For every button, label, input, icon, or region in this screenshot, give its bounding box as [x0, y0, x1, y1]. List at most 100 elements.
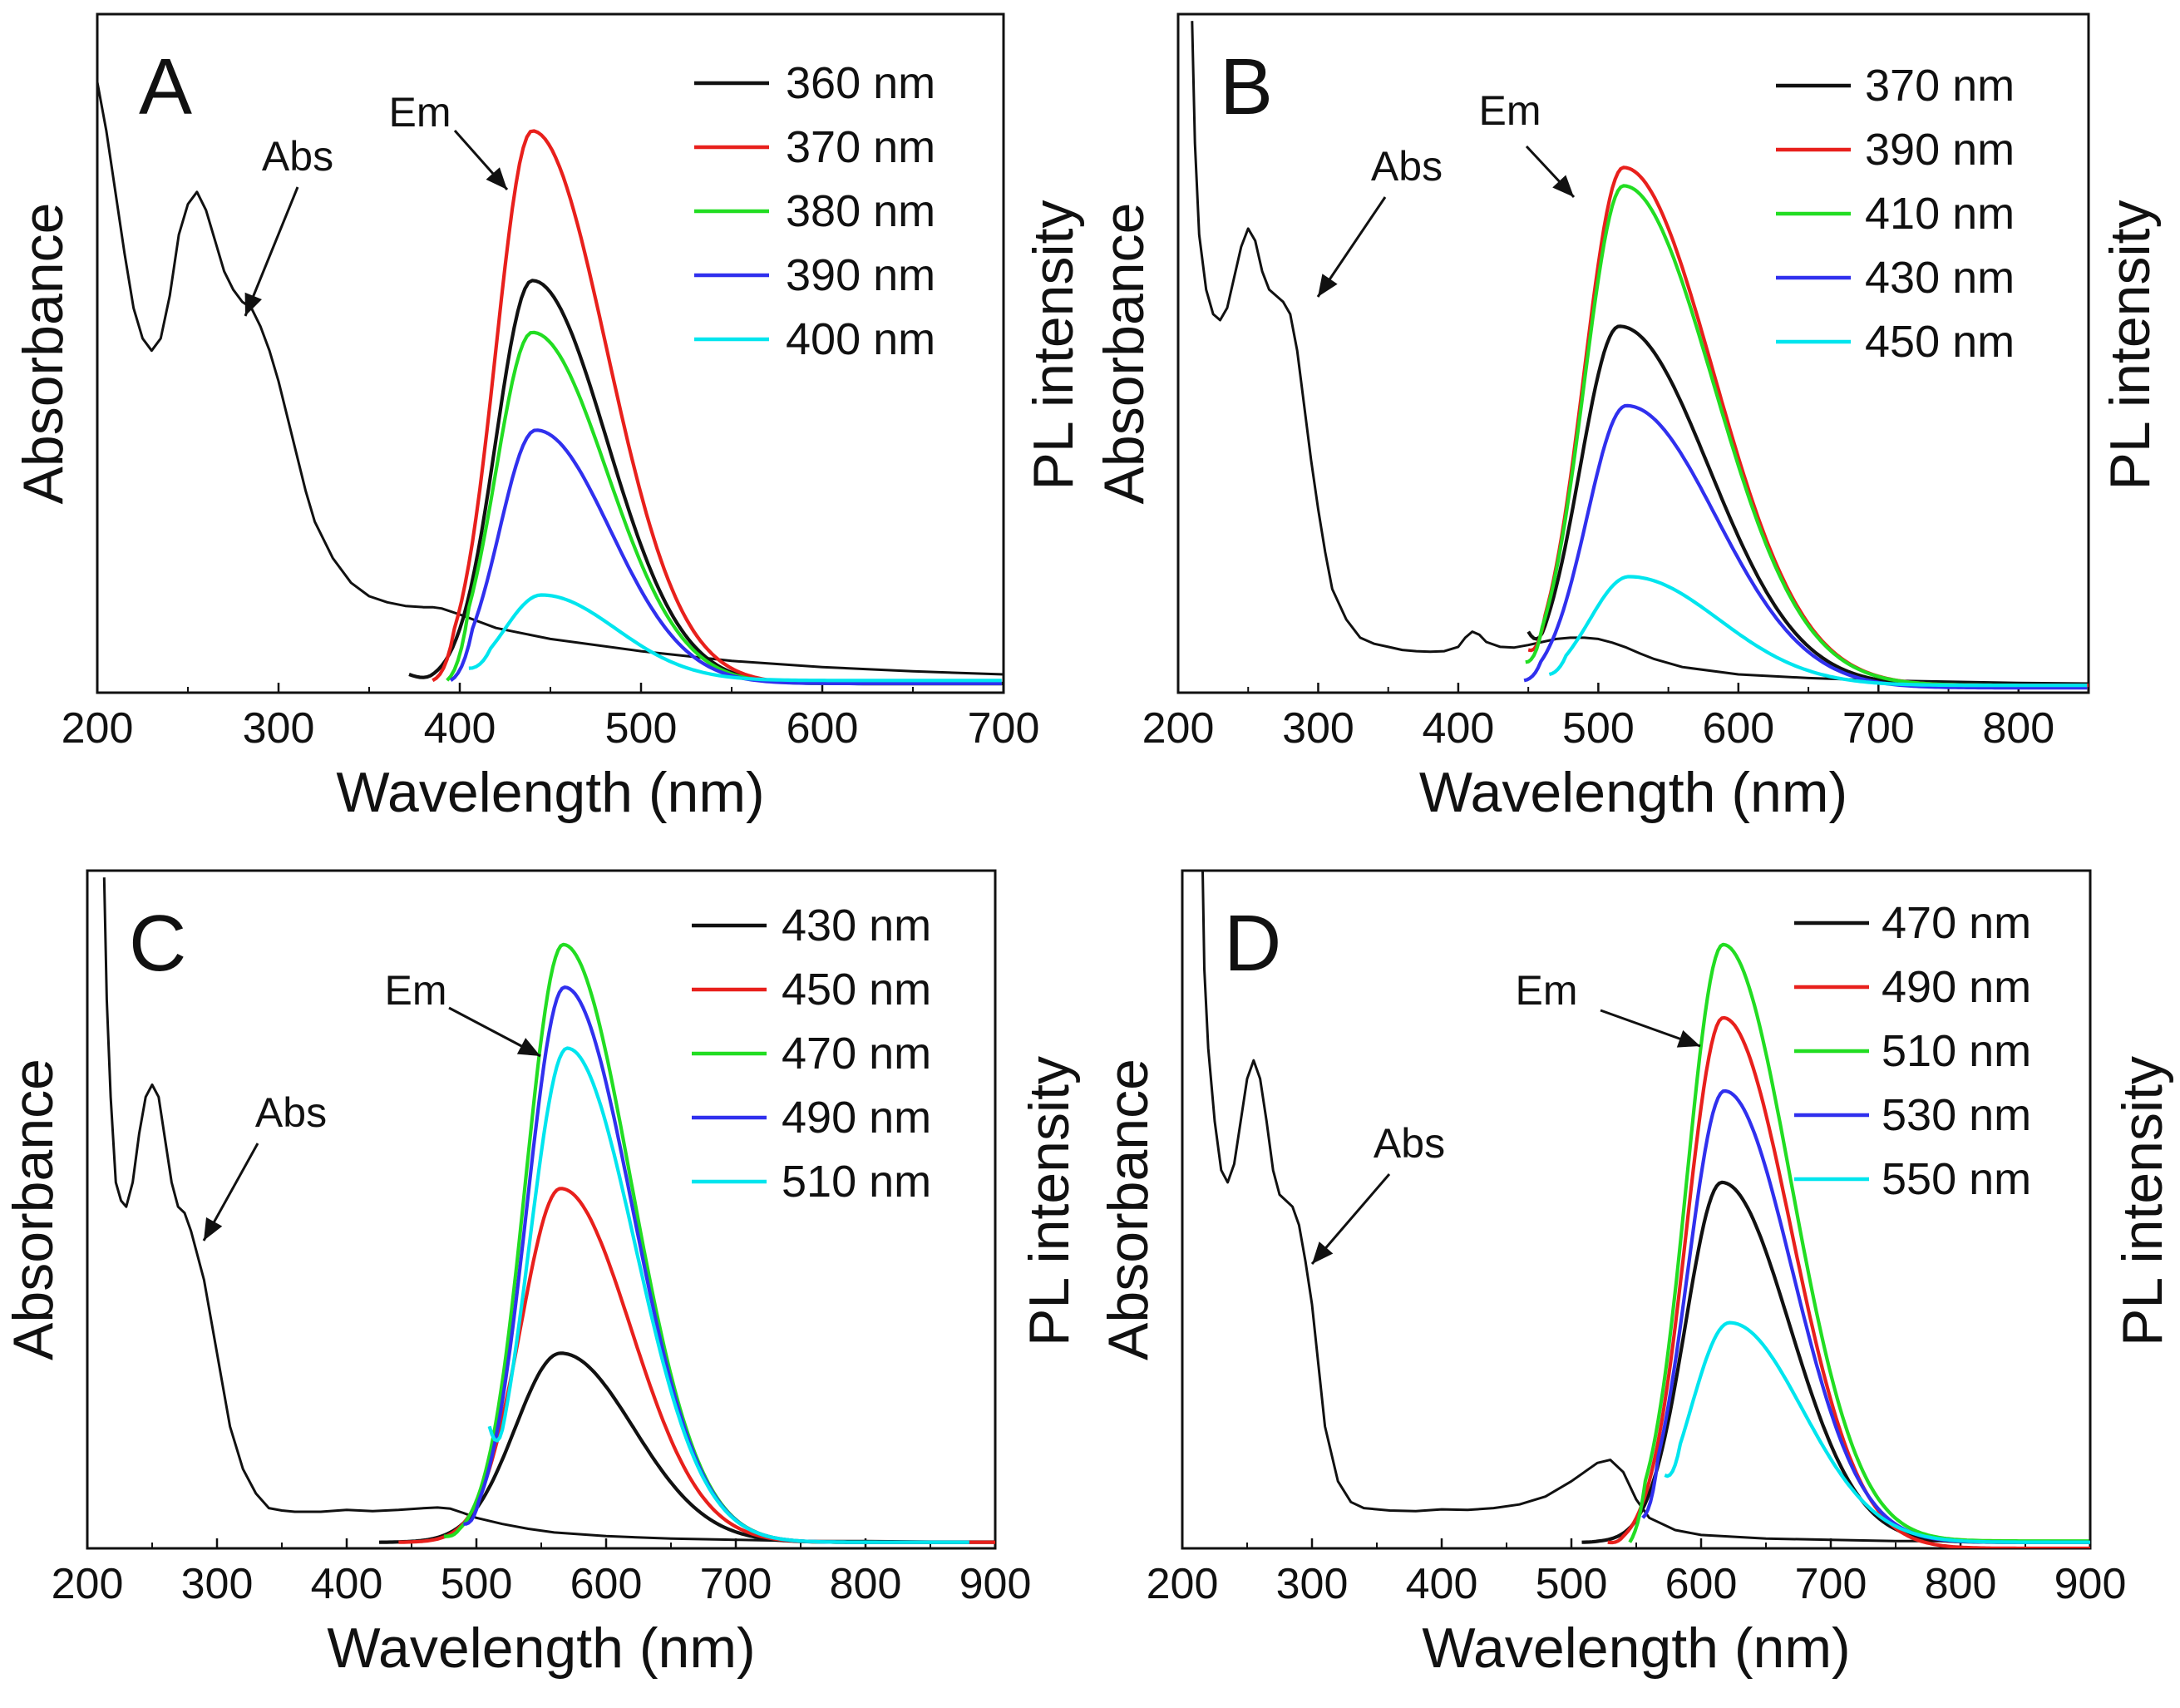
panel-a: 200 300 400 500 600 700 Wavelength (nm) Absorba…: [12, 12, 1085, 824]
x-tick-label: 600: [1665, 1560, 1738, 1608]
y-axis-label-left: Absorbance: [1092, 203, 1156, 505]
plot-frame: [1176, 12, 2090, 694]
legend-label: 490 nm: [1882, 962, 2031, 1012]
legend-label: 370 nm: [786, 122, 935, 172]
absorbance-curve: [102, 877, 995, 1543]
plot-area: [97, 81, 1004, 686]
x-tick-label: 300: [1282, 704, 1354, 753]
legend-label: 450 nm: [782, 965, 931, 1014]
x-tick-label: 700: [700, 1560, 772, 1608]
x-tick-label: 400: [424, 704, 496, 753]
x-tick-label: 500: [1536, 1560, 1608, 1608]
panel-label: B: [1220, 42, 1273, 131]
legend-label: 380 nm: [786, 186, 935, 236]
legend: 430 nm 450 nm 470 nm 490 nm 510 nm: [692, 901, 931, 1207]
panel-label: A: [139, 42, 192, 131]
plot-area: [102, 877, 995, 1544]
legend-label: 430 nm: [782, 901, 931, 950]
x-tick-label: 700: [1795, 1560, 1867, 1608]
legend: 360 nm 370 nm 380 nm 390 nm 400 nm: [694, 58, 935, 364]
emission-curve-510-nm: [487, 1046, 969, 1544]
annotation-abs: Abs: [1374, 1120, 1445, 1167]
legend-label: 400 nm: [786, 314, 935, 364]
y-axis-label-left: Absorbance: [12, 203, 75, 505]
x-tick-label: 500: [1562, 704, 1635, 753]
x-tick-label: 900: [2054, 1560, 2127, 1608]
x-tick-label: 800: [830, 1560, 902, 1608]
legend-label: 370 nm: [1865, 61, 2015, 111]
x-tick-label: 400: [1423, 704, 1495, 753]
annotation-arrow-head: [204, 1217, 223, 1241]
x-tick-label: 500: [441, 1560, 513, 1608]
panel-c: 200 300 400 500 600 700 800 900 Wavelength (nm) A…: [2, 869, 1081, 1680]
x-tick-label: 200: [1142, 704, 1215, 753]
emission-curve-490-nm: [1607, 1015, 2090, 1548]
y-axis-label-right: PL intensity: [1022, 200, 1085, 491]
x-axis-label: Wavelength (nm): [1419, 761, 1847, 824]
legend-label: 430 nm: [1865, 253, 2015, 303]
legend-label: 410 nm: [1865, 189, 2015, 239]
x-tick-label: 500: [605, 704, 678, 753]
x-tick-label: 600: [570, 1560, 643, 1608]
annotation-em: Em: [385, 967, 447, 1014]
legend-label: 390 nm: [1865, 125, 2015, 175]
annotation-arrow-head: [1552, 175, 1574, 197]
y-axis-label-right: PL intensity: [2111, 1056, 2174, 1346]
legend: 470 nm 490 nm 510 nm 530 nm 550 nm: [1794, 898, 2031, 1204]
x-tick-label: 900: [959, 1560, 1032, 1608]
annotation-abs: Abs: [262, 133, 333, 180]
legend-label: 550 nm: [1882, 1154, 2031, 1204]
annotation-abs: Abs: [255, 1089, 327, 1136]
annotation-arrow-head: [1312, 1242, 1334, 1264]
panel-label: D: [1224, 899, 1281, 988]
emission-curve-430-nm: [1523, 403, 2088, 690]
x-tick-label: 600: [1702, 704, 1774, 753]
panel-d: 200 300 400 500 600 700 800 900 Wavelength (nm) A…: [1097, 869, 2174, 1680]
x-tick-label: 400: [311, 1560, 383, 1608]
x-tick-label: 300: [1276, 1560, 1349, 1608]
x-tick-label: 800: [1982, 704, 2054, 753]
x-tick-label: 700: [1842, 704, 1915, 753]
plot-area: [1191, 21, 2089, 690]
legend-label: 450 nm: [1865, 317, 2015, 367]
y-axis-label-right: PL intensity: [2099, 200, 2162, 491]
x-tick-label: 400: [1406, 1560, 1478, 1608]
legend-label: 470 nm: [1882, 898, 2031, 948]
emission-curve-400-nm: [468, 593, 1002, 683]
annotation-abs: Abs: [1371, 143, 1443, 190]
x-tick-label: 700: [968, 704, 1040, 753]
legend: 370 nm 390 nm 410 nm 430 nm 450 nm: [1776, 61, 2015, 367]
legend-label: 490 nm: [782, 1093, 931, 1143]
y-axis-label-right: PL intensity: [1018, 1056, 1081, 1346]
legend-label: 470 nm: [782, 1029, 931, 1079]
annotation-arrow-head: [1318, 274, 1338, 297]
absorbance-curve: [97, 81, 1004, 676]
annotation-arrow-head: [244, 292, 262, 316]
emission-curve-390-nm: [449, 428, 1002, 686]
panel-label: C: [129, 899, 186, 988]
annotation-em: Em: [1479, 87, 1541, 134]
annotation-arrow-head: [516, 1038, 540, 1056]
legend-label: 510 nm: [1882, 1026, 2031, 1076]
absorbance-curve: [1201, 871, 2090, 1543]
panel-b: 200 300 400 500 600 700 800 Wavelength (nm) Abso…: [1092, 12, 2162, 824]
legend-label: 360 nm: [786, 58, 935, 108]
legend-label: 390 nm: [786, 250, 935, 300]
annotation-em: Em: [1516, 967, 1578, 1014]
x-tick-label: 300: [243, 704, 315, 753]
annotation-arrow-head: [1676, 1029, 1700, 1048]
annotation-em: Em: [389, 89, 451, 136]
annotation-arrow-head: [486, 167, 507, 190]
y-axis-label-left: Absorbance: [1097, 1059, 1160, 1360]
emission-curve-550-nm: [1664, 1320, 2090, 1544]
emission-curve-450-nm: [1548, 575, 2088, 688]
x-tick-label: 200: [62, 704, 134, 753]
x-axis-label: Wavelength (nm): [327, 1617, 755, 1680]
x-axis-label: Wavelength (nm): [336, 761, 764, 824]
x-tick-label: 600: [787, 704, 859, 753]
plot-area: [1201, 871, 2090, 1548]
x-tick-label: 300: [181, 1560, 254, 1608]
absorbance-curve: [1191, 21, 2089, 685]
x-tick-label: 200: [1147, 1560, 1219, 1608]
